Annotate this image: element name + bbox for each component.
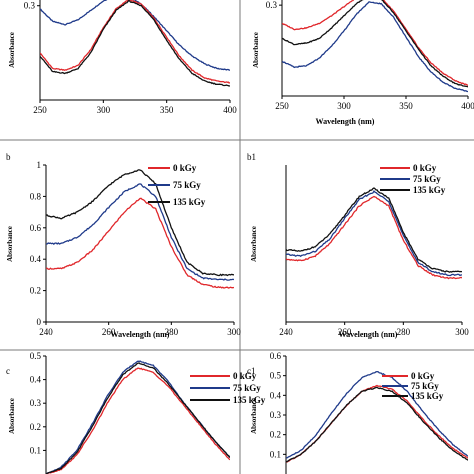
series-line-1 — [40, 0, 230, 71]
series-line-1 — [286, 195, 462, 280]
chart-panel-4: 240 260 280 300 Absorbance Wavelength (nm) b1 0… — [247, 152, 469, 339]
y-tick-label: 0.5 — [30, 351, 42, 361]
y-tick-label: 0.1 — [30, 445, 41, 455]
series-line-2 — [286, 190, 462, 277]
y-tick-label: 0.2 — [270, 430, 281, 440]
x-tick-label: 250 — [33, 105, 47, 115]
y-axis-label: Absorbance — [252, 32, 260, 68]
legend-label: 0 kGy — [413, 163, 437, 173]
series-line-3 — [282, 1, 468, 93]
y-tick-label: 0.6 — [30, 223, 42, 233]
series-line-2 — [282, 0, 468, 88]
panels-layer: 250 300 350 400 0.3 Absorbance 250 300 350 400 0.3… — [6, 0, 474, 474]
panel-label: b — [6, 152, 11, 162]
y-axis-label: Absorbance — [6, 226, 14, 262]
x-axis-label: Wavelength (nm) — [316, 117, 375, 126]
x-tick-label: 250 — [275, 101, 289, 111]
series-line-1 — [46, 197, 234, 289]
legend-label: 135 kGy — [233, 395, 266, 405]
chart-panel-1: 250 300 350 400 0.3 Absorbance — [8, 0, 237, 115]
x-tick-label: 300 — [337, 101, 351, 111]
y-tick-label: 0 — [37, 317, 42, 327]
y-tick-label: 0.1 — [270, 449, 281, 459]
y-axis-label: Absorbance — [250, 226, 258, 262]
series-line-3 — [40, 0, 230, 87]
series-line-1 — [46, 367, 230, 474]
legend-label: 0 kGy — [411, 371, 435, 381]
legend-label: 0 kGy — [233, 371, 257, 381]
x-tick-label: 260 — [338, 327, 352, 337]
x-tick-label: 350 — [160, 105, 174, 115]
series-line-3 — [286, 187, 462, 273]
y-tick-label: 0.4 — [30, 254, 42, 264]
legend-label: 75 kGy — [173, 180, 201, 190]
chart-panel-5: 0.1 0.2 0.3 0.4 0.5 Absorbance c 0 kGy 75 kGy 135… — [6, 351, 266, 474]
series-line-3 — [286, 386, 468, 463]
x-axis-label: Wavelength (nm) — [111, 330, 170, 339]
y-axis-label: Absorbance — [8, 32, 16, 68]
x-tick-label: 400 — [461, 101, 474, 111]
series-line-2 — [46, 183, 234, 281]
y-tick-label: 0.3 — [24, 1, 36, 11]
chart-panel-2: 250 300 350 400 0.3 Absorbance Wavelength (nm) — [252, 0, 474, 126]
legend-label: 135 kGy — [173, 197, 206, 207]
series-line-3 — [46, 169, 234, 277]
x-tick-label: 400 — [223, 105, 237, 115]
panel-label: c1 — [247, 366, 256, 376]
y-axis-label: Absorbance — [250, 398, 258, 434]
x-tick-label: 350 — [399, 101, 413, 111]
y-tick-label: 0.4 — [270, 390, 282, 400]
y-tick-label: 0.2 — [30, 422, 41, 432]
y-tick-label: 0.8 — [30, 191, 42, 201]
y-tick-label: 0.2 — [30, 286, 41, 296]
y-tick-label: 1 — [37, 160, 42, 170]
x-tick-label: 300 — [227, 327, 241, 337]
x-axis-label: Wavelength (nm) — [339, 330, 398, 339]
series-line-2 — [286, 370, 468, 459]
y-tick-label: 0.6 — [270, 351, 282, 361]
x-tick-label: 260 — [102, 327, 116, 337]
chart-panel-3: 240 260 280 300 0 0.2 0.4 0.6 0.8 1 Absorbance Wave… — [6, 152, 241, 339]
legend-label: 75 kGy — [233, 383, 261, 393]
y-tick-label: 0.3 — [270, 410, 282, 420]
x-tick-label: 240 — [279, 327, 293, 337]
series-line-1 — [282, 0, 468, 86]
x-tick-label: 300 — [97, 105, 111, 115]
series-line-2 — [40, 0, 230, 84]
x-tick-label: 280 — [397, 327, 411, 337]
y-axis-label: Absorbance — [8, 398, 16, 434]
series-line-3 — [46, 362, 230, 474]
legend-label: 75 kGy — [411, 381, 439, 391]
panel-label: b1 — [247, 152, 256, 162]
x-tick-label: 280 — [165, 327, 179, 337]
panel-label: c — [6, 366, 10, 376]
y-tick-label: 0.3 — [30, 398, 42, 408]
x-tick-label: 300 — [455, 327, 469, 337]
y-tick-label: 0.4 — [30, 375, 42, 385]
legend-label: 0 kGy — [173, 163, 197, 173]
legend-label: 75 kGy — [413, 174, 441, 184]
legend-label: 135 kGy — [411, 391, 444, 401]
y-tick-label: 0.5 — [270, 371, 282, 381]
x-tick-label: 240 — [39, 327, 53, 337]
y-tick-label: 0.3 — [266, 0, 278, 10]
legend-label: 135 kGy — [413, 185, 446, 195]
